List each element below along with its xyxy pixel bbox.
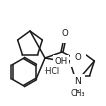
Text: O: O [62,29,68,38]
Text: O: O [75,54,81,63]
Text: ·HCl: ·HCl [43,68,59,77]
Text: CH₃: CH₃ [71,89,85,98]
Text: N: N [75,77,81,86]
Text: OH: OH [54,56,68,66]
